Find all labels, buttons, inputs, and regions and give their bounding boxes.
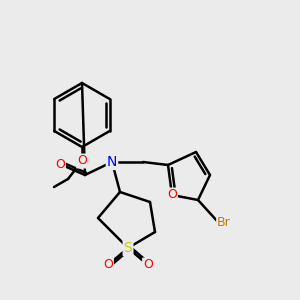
Text: O: O	[143, 259, 153, 272]
Text: O: O	[167, 188, 177, 202]
Text: S: S	[124, 241, 132, 255]
Text: N: N	[107, 155, 117, 169]
Text: O: O	[77, 154, 87, 167]
Text: Br: Br	[217, 215, 231, 229]
Text: O: O	[103, 259, 113, 272]
Text: O: O	[55, 158, 65, 172]
